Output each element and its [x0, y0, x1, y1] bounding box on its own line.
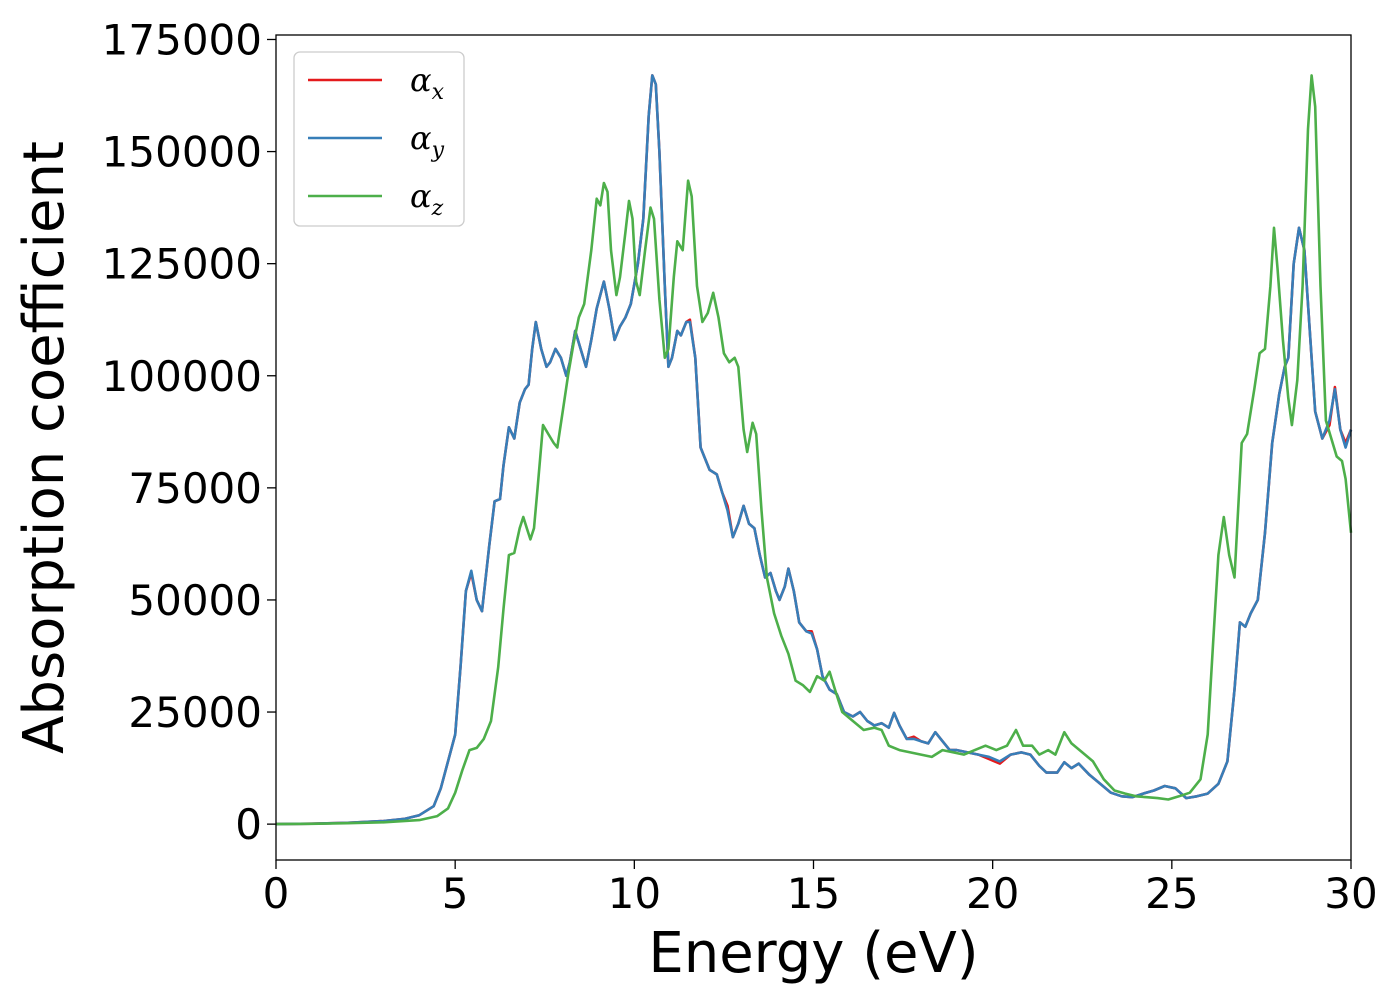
legend-label-z: αz	[410, 177, 444, 221]
legend-label-x: αx	[410, 61, 445, 105]
y-tick-label: 125000	[102, 240, 262, 289]
x-tick-label: 5	[442, 869, 469, 918]
x-tick-label: 10	[608, 869, 661, 918]
legend: αx αy αz	[293, 51, 465, 227]
y-tick-label: 0	[235, 800, 262, 849]
x-axis-title: Energy (eV)	[648, 921, 978, 986]
series-line-z	[275, 74, 1353, 826]
y-axis-title: Absorption coefficient	[12, 141, 77, 754]
y-tick-label: 75000	[128, 464, 262, 513]
y-tick-label: 100000	[102, 352, 262, 401]
ticks-layer: 0 5 10 15 20 25 30 0 25000 50000 75000 100000 125000…	[102, 15, 1378, 918]
series-layer	[275, 74, 1353, 826]
x-tick-label: 0	[263, 869, 290, 918]
x-tick-label: 25	[1145, 869, 1198, 918]
legend-label-y: αy	[410, 119, 445, 163]
x-tick-label: 15	[787, 869, 840, 918]
series-line-y	[275, 74, 1353, 826]
y-tick-label: 175000	[102, 15, 262, 64]
x-tick-label: 30	[1324, 869, 1377, 918]
y-tick-label: 50000	[128, 576, 262, 625]
x-tick-label: 20	[966, 869, 1019, 918]
y-tick-label: 25000	[128, 688, 262, 737]
y-tick-label: 150000	[102, 128, 262, 177]
